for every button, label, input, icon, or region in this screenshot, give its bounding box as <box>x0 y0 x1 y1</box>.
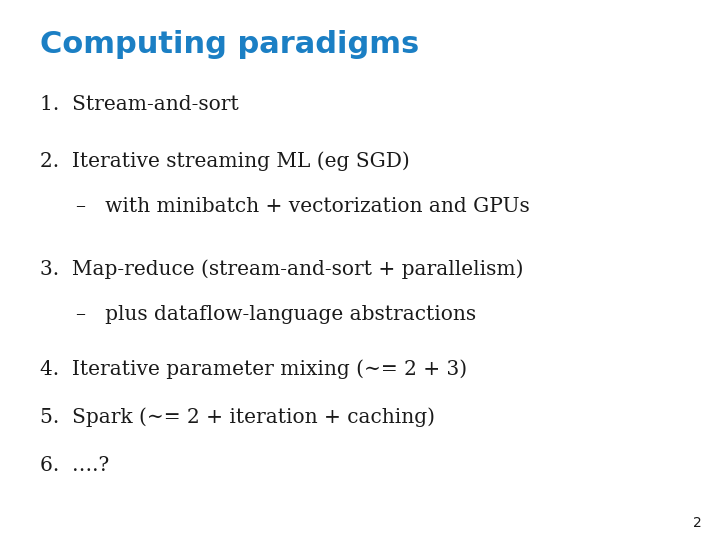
Text: 4.  Iterative parameter mixing (∼= 2 + 3): 4. Iterative parameter mixing (∼= 2 + 3) <box>40 359 467 379</box>
Text: –   plus dataflow-language abstractions: – plus dataflow-language abstractions <box>76 305 476 324</box>
Text: 2.  Iterative streaming ML (eg SGD): 2. Iterative streaming ML (eg SGD) <box>40 151 410 171</box>
Text: –   with minibatch + vectorization and GPUs: – with minibatch + vectorization and GPU… <box>76 197 529 216</box>
Text: Computing paradigms: Computing paradigms <box>40 30 419 59</box>
Text: 2: 2 <box>693 516 702 530</box>
Text: 3.  Map-reduce (stream-and-sort + parallelism): 3. Map-reduce (stream-and-sort + paralle… <box>40 259 523 279</box>
Text: 5.  Spark (∼= 2 + iteration + caching): 5. Spark (∼= 2 + iteration + caching) <box>40 408 435 427</box>
Text: 6.  ….?: 6. ….? <box>40 456 109 475</box>
Text: 1.  Stream-and-sort: 1. Stream-and-sort <box>40 94 238 113</box>
